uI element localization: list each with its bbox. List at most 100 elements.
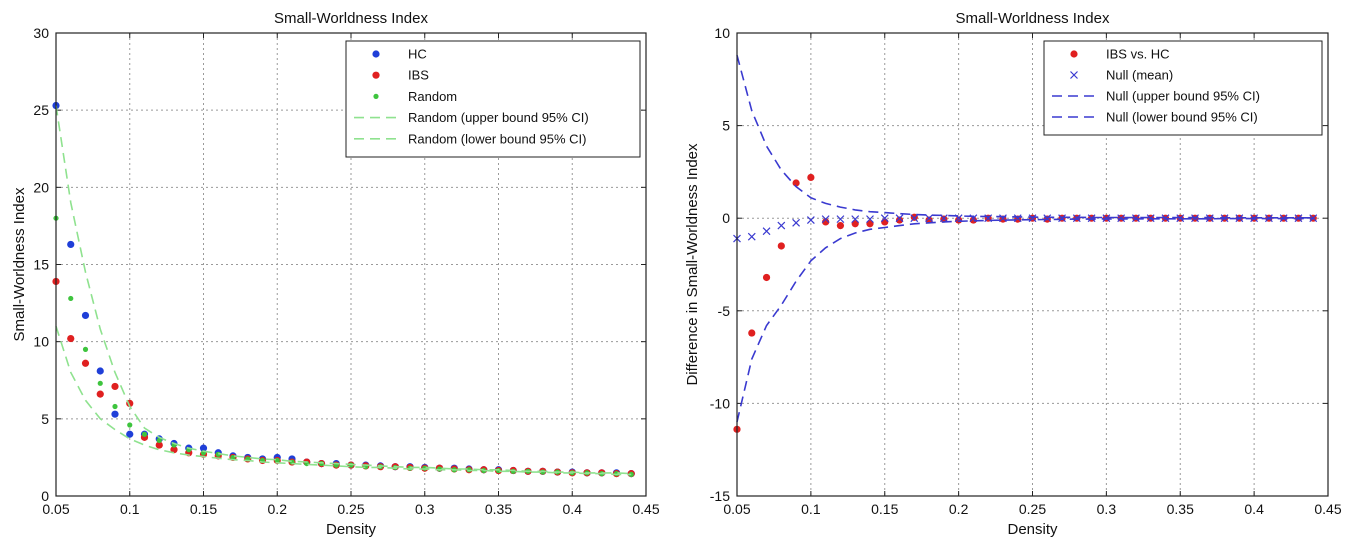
chart-2: 0.05 0.1 0.15 0.2 0.25 0.3 0.35 0.4 0.45 -15 -10 -5… (684, 10, 1342, 538)
legend-label: Random (lower bound 95% CI) (408, 131, 586, 146)
data-point (895, 214, 904, 223)
legend-swatch (372, 71, 380, 79)
data-point (880, 214, 889, 223)
data-point (910, 213, 918, 221)
y-tick-label: 5 (722, 118, 730, 134)
legend: IBS vs. HC Null (mean) Null (upper bound 9… (1043, 40, 1323, 136)
x-tick-label: 0.2 (949, 501, 969, 517)
y-tick-label: 10 (33, 334, 49, 350)
x-tick-label: 0.3 (415, 501, 435, 517)
data-point (111, 410, 119, 418)
data-point (81, 359, 90, 367)
x-axis-label: Density (326, 521, 377, 538)
data-point (792, 179, 800, 187)
data-point (96, 390, 104, 398)
y-tick-label: 25 (33, 102, 49, 118)
legend-label: Random (upper bound 95% CI) (408, 110, 589, 125)
legend-swatch (1070, 50, 1078, 58)
data-point (748, 329, 756, 337)
data-point (762, 227, 771, 236)
legend-label: IBS vs. HC (1106, 47, 1170, 62)
x-tick-label: 0.05 (723, 501, 750, 517)
data-point (199, 444, 208, 452)
legend: HC IBS Random Random (upper bound 95% CI) Ra… (345, 40, 641, 158)
y-tick-label: 15 (33, 257, 49, 273)
legend-label: HC (408, 47, 427, 62)
x-tick-label: 0.45 (1314, 501, 1341, 517)
data-point (127, 422, 133, 428)
data-point (82, 346, 89, 352)
data-point (67, 334, 75, 343)
x-tick-label: 0.2 (268, 501, 288, 517)
data-point (866, 220, 874, 228)
x-tick-label: 0.35 (485, 501, 512, 517)
legend-label: Random (408, 89, 457, 104)
x-tick-label: 0.3 (1097, 501, 1117, 517)
data-point (112, 403, 118, 410)
x-tick-label: 0.4 (563, 501, 583, 517)
data-point (141, 431, 148, 437)
legend-swatch (1070, 71, 1078, 79)
data-point (851, 215, 860, 224)
data-point (910, 214, 919, 223)
data-point (156, 437, 162, 444)
data-point (999, 214, 1007, 223)
ci-line (55, 325, 632, 476)
x-tick-label: 0.15 (871, 501, 898, 517)
y-axis-label: Small-Worldness Index (11, 187, 28, 341)
data-point (81, 311, 90, 320)
data-point (762, 273, 771, 282)
x-tick-label: 0.35 (1167, 501, 1194, 517)
data-point (96, 367, 104, 375)
data-point (807, 173, 815, 182)
x-tick-label: 0.4 (1244, 501, 1264, 517)
data-point (126, 430, 134, 438)
data-point (851, 220, 859, 228)
data-point (777, 221, 786, 230)
series-random-upper-bound-95-ci- (55, 105, 632, 475)
x-tick-label: 0.25 (1019, 501, 1046, 517)
chart-title: Small-Worldness Index (274, 10, 428, 27)
data-point (1028, 214, 1037, 223)
x-tick-label: 0.05 (42, 501, 69, 517)
y-tick-label: 30 (33, 25, 49, 41)
y-tick-label: 0 (41, 488, 49, 504)
data-point (866, 215, 874, 224)
x-tick-label: 0.1 (120, 501, 140, 517)
y-tick-label: 5 (41, 411, 49, 427)
legend-swatch (373, 93, 379, 99)
chart-title: Small-Worldness Index (956, 10, 1110, 27)
data-point (274, 457, 280, 464)
data-point (969, 216, 978, 224)
data-point (836, 222, 845, 230)
chart-1: 0.05 0.1 0.15 0.2 0.25 0.3 0.35 0.4 0.45 0 5 10 15 20… (11, 10, 660, 538)
data-point (170, 446, 178, 454)
x-tick-label: 0.15 (190, 501, 217, 517)
data-point (792, 218, 801, 227)
y-tick-label: 20 (33, 179, 49, 195)
data-point (925, 216, 933, 224)
legend-label: Null (upper bound 95% CI) (1106, 89, 1260, 104)
data-point (1058, 214, 1066, 223)
y-tick-label: -5 (718, 303, 731, 319)
data-point (777, 242, 785, 250)
data-point (821, 215, 830, 224)
data-point (806, 216, 815, 224)
legend-label: IBS (408, 68, 429, 83)
data-point (111, 382, 119, 391)
data-point (940, 215, 948, 223)
data-point (97, 380, 103, 386)
legend-label: Null (lower bound 95% CI) (1106, 110, 1258, 125)
data-point (1087, 214, 1096, 223)
ci-line (55, 105, 632, 475)
y-tick-label: -10 (710, 395, 730, 411)
legend-label: Null (mean) (1106, 68, 1173, 83)
data-point (747, 232, 756, 241)
data-point (836, 215, 845, 224)
plot-frame (736, 32, 1329, 497)
plot-frame (55, 32, 647, 497)
y-axis-label: Difference in Small-Worldness Index (684, 143, 701, 386)
data-point (1043, 214, 1052, 223)
ci-line (736, 217, 1314, 423)
